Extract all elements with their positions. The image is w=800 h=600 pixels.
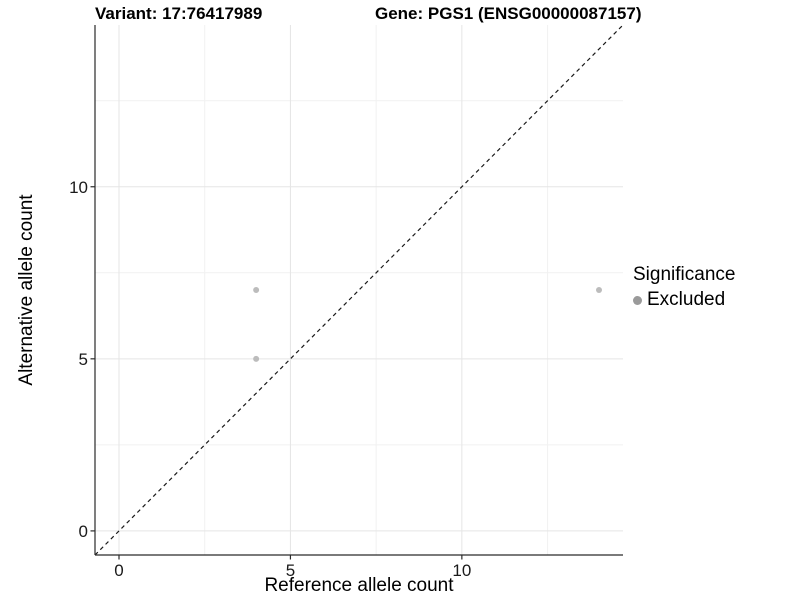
y-tick-label: 0 bbox=[79, 522, 88, 541]
legend: Significance Excluded bbox=[633, 264, 735, 311]
identity-line bbox=[94, 24, 624, 556]
variant-title: Variant: 17:76417989 bbox=[95, 4, 263, 23]
y-tick-label: 5 bbox=[79, 350, 88, 369]
gene-title: Gene: PGS1 (ENSG00000087157) bbox=[375, 4, 642, 23]
x-tick-label: 0 bbox=[114, 561, 123, 580]
legend-item-excluded: Excluded bbox=[633, 289, 735, 311]
x-tick-label: 10 bbox=[452, 561, 471, 580]
legend-item-label: Excluded bbox=[647, 289, 726, 310]
legend-key-dot bbox=[633, 295, 642, 305]
x-tick-label: 5 bbox=[286, 561, 295, 580]
x-axis-label: Reference allele count bbox=[264, 575, 454, 596]
data-point bbox=[253, 355, 260, 362]
y-tick-label: 10 bbox=[69, 178, 88, 197]
data-point bbox=[253, 287, 260, 293]
data-point bbox=[596, 287, 602, 293]
legend-title: Significance bbox=[633, 264, 736, 285]
y-axis-label: Alternative allele count bbox=[16, 194, 37, 386]
